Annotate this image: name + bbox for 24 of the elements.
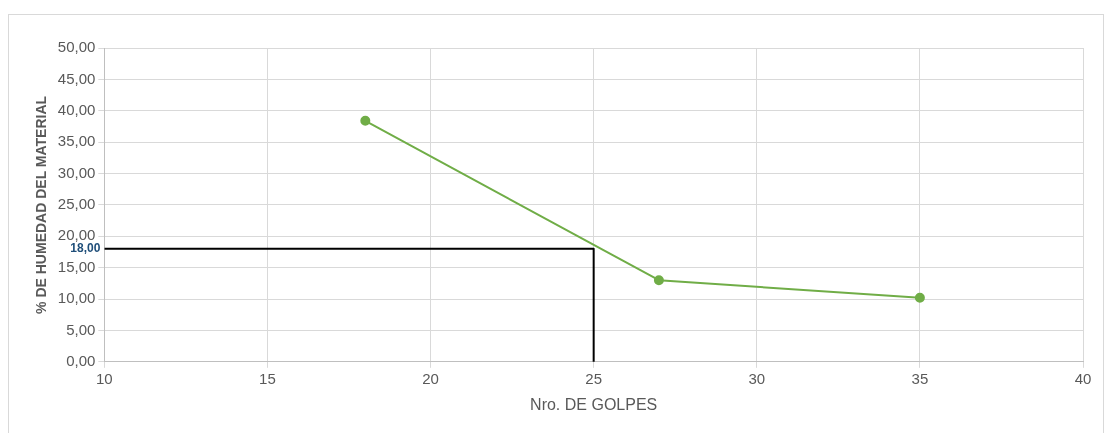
x-tick-label: 25 (585, 369, 603, 387)
annotation: 18,00 (70, 241, 101, 256)
y-tick-label: 10,00 (57, 289, 96, 307)
point (914, 292, 925, 303)
y-tick-label: 30,00 (57, 163, 96, 181)
x-axis-title: Nro. DE GOLPES (530, 395, 658, 413)
x-tick-label: 20 (422, 369, 439, 387)
x-tick-label: 40 (1074, 369, 1092, 387)
y-tick-label: 5,00 (66, 320, 96, 338)
y-tick-label: 25,00 (57, 195, 96, 213)
y-tick-label: 50,00 (57, 38, 96, 56)
y-tick-label: 15,00 (57, 257, 96, 275)
y-tick-label: 35,00 (57, 132, 96, 150)
x-tick-label: 10 (95, 369, 113, 387)
y-tick-label: 40,00 (57, 100, 96, 118)
x-tick-label: 35 (911, 369, 929, 387)
y-axis-title: % DE HUMEDAD DEL MATERIAL (33, 95, 50, 314)
y-tick-label: 20,00 (57, 226, 96, 244)
y-tick-label: 0,00 (66, 351, 96, 369)
y-tick-label: 45,00 (57, 69, 96, 87)
x-tick-label: 30 (748, 369, 766, 387)
point (653, 275, 664, 286)
x-tick-label: 15 (259, 369, 276, 387)
point (360, 115, 371, 126)
